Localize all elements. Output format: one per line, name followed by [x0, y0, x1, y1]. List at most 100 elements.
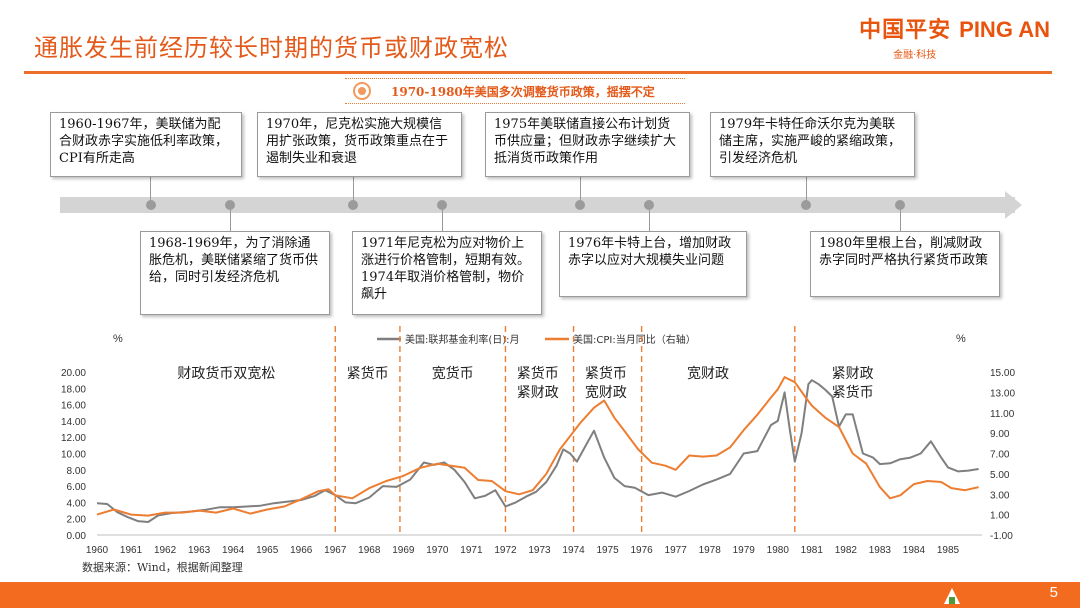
legend-label-cpi: 美国:CPI:当月同比（右轴）	[573, 333, 696, 346]
pingan-logo: 中国平安 PING AN 金融·科技	[859, 12, 1050, 61]
x-tick-label: 1976	[630, 545, 653, 556]
x-tick-label: 1981	[801, 545, 824, 556]
left-tick-label: 2.00	[67, 515, 87, 526]
logo-english: PING AN	[959, 17, 1050, 42]
phase-label: 紧货币	[832, 384, 874, 401]
x-tick-label: 1966	[290, 545, 313, 556]
legend-label-fedfunds: 美国:联邦基金利率(日):月	[405, 333, 520, 346]
x-tick-label: 1962	[154, 545, 177, 556]
note-1970: 1970年，尼克松实施大规模信用扩张政策，货币政策重点在于遏制失业和衰退	[257, 112, 462, 177]
x-tick-label: 1964	[222, 545, 245, 556]
note-1971: 1971年尼克松为应对物价上涨进行价格管制，短期有效。1974年取消价格管制，物…	[352, 231, 542, 315]
left-tick-label: 18.00	[61, 384, 86, 395]
connector-line	[353, 177, 354, 201]
x-tick-label: 1974	[562, 545, 585, 556]
left-axis-unit: %	[113, 333, 123, 345]
note-1968-1969: 1968-1969年，为了消除通胀危机，美联储紧缩了货币供给，同时引发经济危机	[140, 231, 330, 315]
pingan-mark-inner	[949, 597, 955, 604]
x-tick-label: 1982	[835, 545, 858, 556]
timeline-arrow-icon	[1005, 191, 1022, 219]
right-tick-label: 1.00	[990, 511, 1010, 522]
right-tick-label: 9.00	[990, 429, 1010, 440]
x-tick-label: 1984	[903, 545, 926, 556]
x-tick-label: 1972	[494, 545, 517, 556]
title-rule	[24, 71, 1052, 74]
x-tick-label: 1967	[324, 545, 347, 556]
right-tick-label: 13.00	[990, 388, 1015, 399]
timeline-dot	[437, 200, 447, 210]
right-tick-label: 5.00	[990, 470, 1010, 481]
x-tick-label: 1961	[120, 545, 143, 556]
timeline-dot	[895, 200, 905, 210]
x-tick-label: 1975	[596, 545, 619, 556]
connector-line	[230, 209, 231, 231]
connector-line	[806, 177, 807, 201]
left-tick-label: 8.00	[67, 466, 87, 477]
page-number: 5	[1049, 584, 1058, 601]
phase-label: 宽货币	[432, 365, 474, 382]
subtitle-banner: 1970-1980年美国多次调整货币政策，摇摆不定	[345, 78, 685, 104]
x-tick-label: 1968	[358, 545, 381, 556]
timeline-dot	[801, 200, 811, 210]
left-tick-label: 6.00	[67, 482, 87, 493]
pingan-mark-icon	[944, 588, 960, 604]
x-tick-label: 1973	[528, 545, 551, 556]
note-1980: 1980年里根上台，削减财政赤字同时严格执行紧货币政策	[810, 231, 1000, 297]
x-tick-label: 1979	[733, 545, 756, 556]
phase-label: 宽财政	[687, 365, 729, 382]
x-tick-label: 1960	[86, 545, 109, 556]
timeline-bar	[60, 197, 1015, 213]
x-tick-label: 1965	[256, 545, 279, 556]
note-1976: 1976年卡特上台，增加财政赤字以应对大规模失业问题	[559, 231, 747, 297]
right-tick-label: 3.00	[990, 490, 1010, 501]
rates-cpi-chart: % % 美国:联邦基金利率(日):月 美国:CPI:当月同比（右轴） 20.00 18.0…	[61, 326, 1015, 574]
note-1960-1967: 1960-1967年，美联储为配合财政赤字实施低利率政策，CPI有所走高	[50, 112, 242, 177]
logo-chinese: 中国平安	[859, 18, 952, 43]
series-line-cpi	[96, 376, 979, 517]
x-tick-label: 1978	[699, 545, 722, 556]
page-title: 通胀发生前经历较长时期的货币或财政宽松	[34, 34, 509, 62]
left-tick-label: 0.00	[67, 531, 87, 542]
timeline-dot	[575, 200, 585, 210]
x-tick-label: 1983	[869, 545, 892, 556]
left-tick-label: 20.00	[61, 368, 86, 379]
connector-line	[580, 177, 581, 201]
connector-line	[900, 209, 901, 231]
timeline-dot	[225, 200, 235, 210]
left-tick-label: 16.00	[61, 401, 86, 412]
series-line-fedfunds	[96, 379, 979, 523]
timeline-dot	[348, 200, 358, 210]
right-tick-label: -1.00	[990, 531, 1013, 542]
left-tick-label: 14.00	[61, 417, 86, 428]
phase-label: 紧财政	[517, 385, 559, 401]
connector-line	[649, 209, 650, 231]
connector-line	[442, 209, 443, 231]
right-tick-label: 15.00	[990, 368, 1015, 379]
right-tick-label: 11.00	[990, 409, 1015, 420]
phase-label: 紧货币	[347, 365, 389, 382]
subtitle: 1970-1980年美国多次调整货币政策，摇摆不定	[391, 84, 655, 99]
connector-line	[150, 177, 151, 201]
x-tick-label: 1971	[460, 545, 483, 556]
note-1979: 1979年卡特任命沃尔克为美联储主席，实施严峻的紧缩政策，引发经济危机	[710, 112, 915, 177]
phase-label: 紧财政	[832, 366, 874, 382]
x-tick-label: 1963	[188, 545, 211, 556]
x-tick-label: 1970	[426, 545, 449, 556]
note-1975: 1975年美联储直接公布计划货币供应量；但财政赤字继续扩大抵消货币政策作用	[485, 112, 690, 177]
phase-label: 宽财政	[585, 384, 627, 401]
right-tick-label: 7.00	[990, 450, 1010, 461]
logo-tagline: 金融·科技	[893, 50, 937, 61]
left-tick-label: 10.00	[61, 450, 86, 461]
timeline-dot	[146, 200, 156, 210]
left-tick-label: 12.00	[61, 433, 86, 444]
x-tick-label: 1969	[392, 545, 415, 556]
footer-bar	[0, 582, 1080, 608]
x-tick-label: 1977	[665, 545, 688, 556]
phase-label: 财政货币双宽松	[177, 365, 275, 382]
source-note: 数据来源：Wind，根据新闻整理	[82, 560, 243, 574]
target-icon	[353, 82, 371, 100]
phase-label: 紧货币	[585, 365, 627, 382]
left-tick-label: 4.00	[67, 498, 87, 509]
x-tick-label: 1980	[767, 545, 790, 556]
phase-label: 紧货币	[517, 365, 559, 382]
